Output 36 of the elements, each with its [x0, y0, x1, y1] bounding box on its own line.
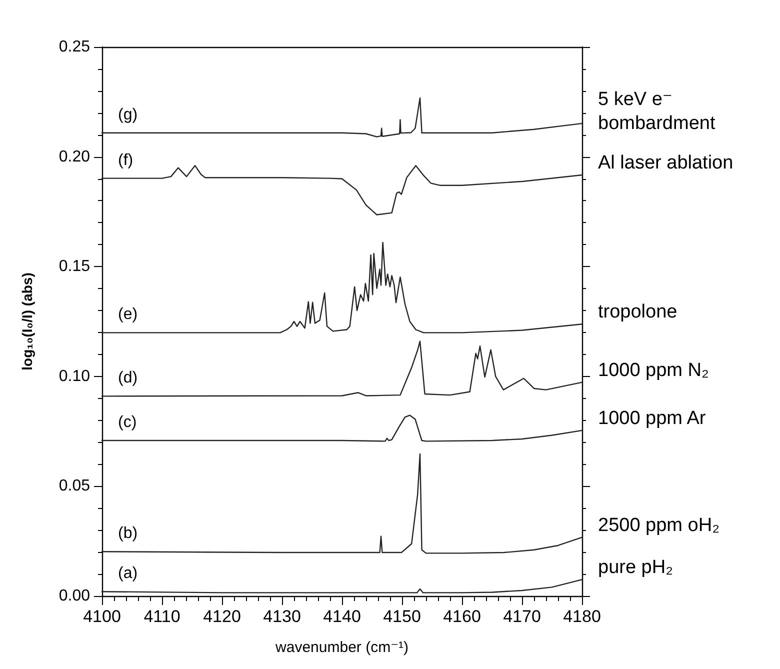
x-tick-label: 4180	[563, 607, 601, 626]
x-tick-label: 4120	[203, 607, 241, 626]
x-tick-label: 4100	[83, 607, 121, 626]
y-tick-label: 0.15	[58, 258, 90, 276]
series-label: 1000 ppm N₂	[598, 360, 709, 381]
series-label: pure pH₂	[598, 557, 673, 578]
series-label: Al laser ablation	[598, 152, 734, 174]
series-label: 5 keV e⁻ bombardment	[598, 88, 716, 134]
y-tick-label: 0.00	[58, 588, 90, 604]
annotation: (a)	[118, 565, 138, 582]
y-axis-title: log₁₀(I₀/I) (abs)	[19, 272, 35, 370]
series-label: tropolone	[598, 302, 678, 323]
annotation: (g)	[118, 106, 138, 124]
x-tick-label: 4160	[443, 607, 481, 626]
line-series	[101, 453, 583, 554]
annotation: (e)	[118, 306, 138, 324]
series-label: 2500 ppm oH₂	[598, 514, 720, 536]
annotation: (d)	[118, 370, 138, 387]
x-tick-label: 4140	[323, 607, 361, 626]
line-series	[101, 414, 583, 442]
line-series	[101, 340, 583, 397]
x-tick-label: 4150	[383, 607, 421, 626]
line-series	[101, 242, 583, 334]
x-axis-title: wavenumber (cm⁻¹)	[274, 639, 408, 656]
y-tick-label: 0.25	[58, 38, 90, 56]
line-series	[101, 97, 583, 138]
annotation: (b)	[118, 525, 138, 542]
x-tick-label: 4110	[144, 607, 180, 626]
series-label: 1000 ppm Ar	[598, 408, 706, 429]
annotation: (c)	[118, 414, 137, 432]
y-tick-label: 0.20	[58, 148, 90, 166]
annotation: (f)	[118, 152, 134, 169]
y-tick-label: 0.05	[58, 478, 90, 495]
x-tick-label: 4170	[503, 607, 541, 626]
y-tick-label: 0.10	[58, 368, 90, 385]
x-tick-label: 4130	[263, 607, 301, 626]
